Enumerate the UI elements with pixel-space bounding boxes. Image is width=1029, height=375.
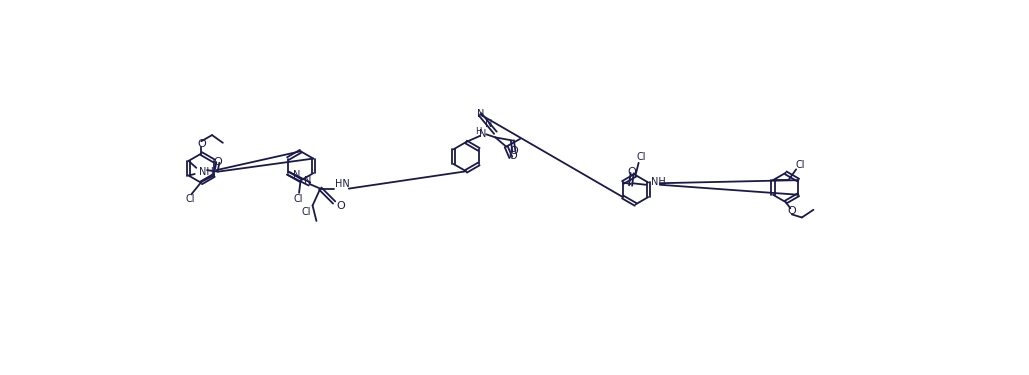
Text: O: O [213, 158, 222, 167]
Text: N: N [485, 118, 492, 129]
Text: Cl: Cl [293, 194, 303, 204]
Text: N: N [477, 109, 485, 119]
Text: Cl: Cl [301, 207, 311, 217]
Text: Cl: Cl [636, 152, 645, 162]
Text: HN: HN [335, 179, 350, 189]
Text: O: O [787, 206, 796, 216]
Text: Cl: Cl [185, 194, 194, 204]
Text: N: N [305, 176, 312, 186]
Text: H: H [475, 127, 482, 136]
Text: O: O [509, 146, 519, 156]
Text: NH: NH [650, 177, 666, 187]
Text: O: O [335, 201, 345, 211]
Text: O: O [197, 140, 206, 149]
Text: N: N [480, 129, 487, 140]
Text: NH: NH [199, 166, 213, 177]
Text: N: N [293, 170, 300, 180]
Text: Cl: Cl [795, 160, 805, 170]
Text: O: O [508, 151, 517, 161]
Text: O: O [628, 166, 637, 177]
